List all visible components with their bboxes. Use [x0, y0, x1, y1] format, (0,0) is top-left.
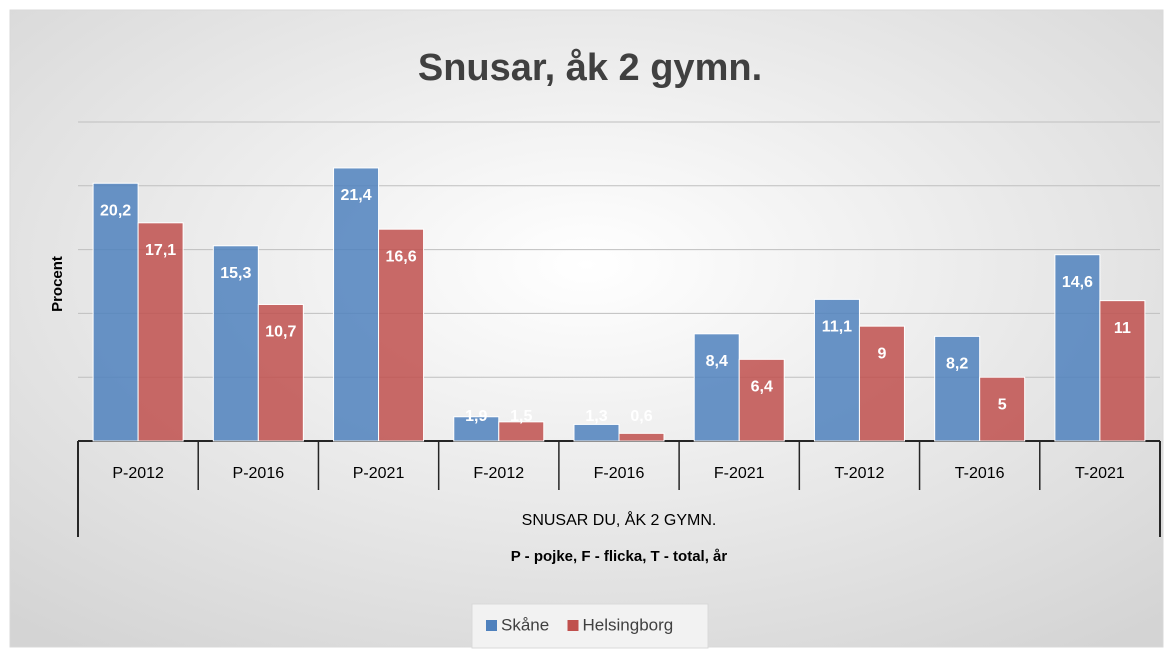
data-label: 1,5	[510, 408, 532, 425]
x-tick-label: F-2016	[594, 465, 645, 482]
data-label: 15,3	[220, 265, 251, 282]
x-tick-label: T-2012	[835, 465, 885, 482]
data-label: 5	[998, 396, 1007, 413]
x-axis-sublabel: P - pojke, F - flicka, T - total, år	[511, 548, 728, 565]
bar	[378, 228, 425, 442]
legend-label: Helsingborg	[583, 615, 674, 634]
data-label: 10,7	[265, 324, 296, 341]
bar	[979, 376, 1026, 442]
data-label: 8,2	[946, 356, 968, 373]
bar	[257, 303, 304, 442]
bar	[934, 335, 981, 442]
data-label: 17,1	[145, 242, 176, 259]
y-axis-label: Procent	[49, 256, 66, 312]
data-label: 16,6	[385, 248, 416, 265]
data-label: 9	[877, 345, 886, 362]
bar	[1099, 300, 1146, 442]
x-tick-label: F-2012	[473, 465, 524, 482]
bar	[333, 167, 380, 442]
data-label: 1,9	[465, 408, 487, 425]
bar	[453, 416, 500, 442]
legend: Skåne Helsingborg	[471, 603, 709, 649]
bar	[92, 182, 139, 442]
data-label: 6,4	[751, 379, 773, 396]
chart-title: Snusar, åk 2 gymn.	[418, 47, 762, 89]
legend-box	[471, 603, 709, 649]
x-tick-label: P-2016	[233, 465, 285, 482]
legend-swatch	[567, 620, 579, 631]
x-axis-label: SNUSAR DU, ÅK 2 GYMN.	[522, 510, 717, 529]
data-label: 11	[1114, 320, 1131, 337]
x-tick-label: T-2021	[1075, 465, 1125, 482]
bar	[498, 421, 545, 442]
legend-label: Skåne	[501, 615, 549, 634]
data-label: 11,1	[822, 319, 852, 336]
data-label: 21,4	[340, 187, 371, 204]
data-label: 1,3	[585, 408, 607, 425]
data-label: 0,6	[630, 408, 652, 425]
bar	[1054, 254, 1101, 442]
x-tick-label: P-2012	[112, 465, 164, 482]
bar	[813, 298, 860, 442]
legend-swatch	[486, 620, 497, 631]
data-label: 20,2	[100, 202, 131, 219]
x-tick-label: T-2016	[955, 465, 1005, 482]
bar	[137, 222, 184, 442]
x-tick-label: P-2021	[353, 465, 405, 482]
data-label: 14,6	[1062, 274, 1093, 291]
data-label: 8,4	[706, 353, 728, 370]
chart-background	[9, 9, 1164, 648]
bar	[618, 432, 665, 442]
x-tick-label: F-2021	[714, 465, 765, 482]
bar	[738, 358, 785, 442]
bar	[693, 333, 740, 442]
bar	[858, 325, 905, 442]
bar	[573, 423, 620, 442]
